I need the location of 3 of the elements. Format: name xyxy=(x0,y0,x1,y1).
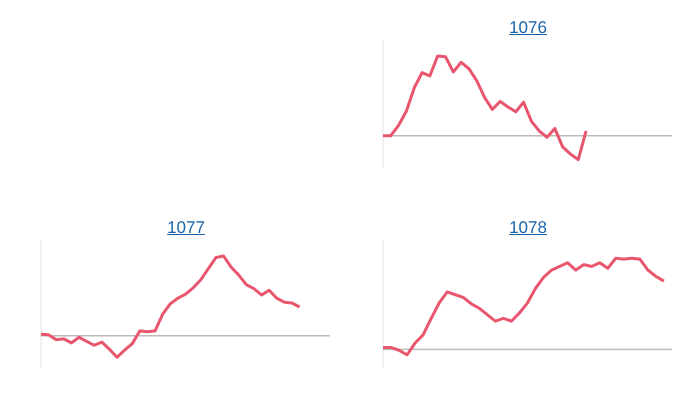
chart-title: 1078 xyxy=(508,217,548,239)
chart-title: 1076 xyxy=(508,17,548,39)
chart-title: 1077 xyxy=(166,217,206,239)
